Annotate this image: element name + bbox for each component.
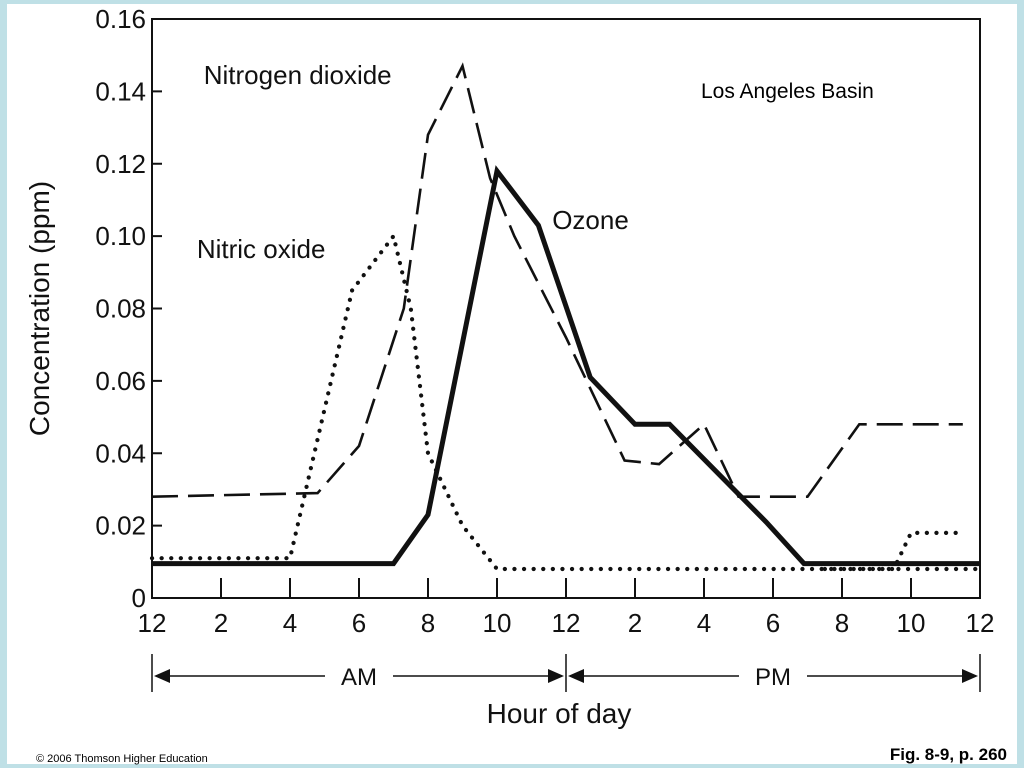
x-tick-label: 6 <box>766 608 780 638</box>
nitrogen-dioxide-line <box>151 62 963 498</box>
pm-arrowhead-left <box>568 669 584 683</box>
y-tick-label: 0.06 <box>95 366 146 396</box>
x-tick-label: 12 <box>138 608 167 638</box>
x-tick-label: 2 <box>628 608 642 638</box>
x-tick-label: 8 <box>835 608 849 638</box>
slide-canvas: 0 0.02 0.04 0.06 0.08 0.10 0.12 0.14 0.16 12 2 4 6 8 1… <box>7 4 1017 765</box>
x-tick-label: 10 <box>483 608 512 638</box>
y-tick-label: 0.16 <box>95 4 146 34</box>
y-tick-label: 0.04 <box>95 438 146 468</box>
x-tick-label: 4 <box>697 608 711 638</box>
copyright-notice: © 2006 Thomson Higher Education <box>36 753 208 765</box>
x-axis-title: Hour of day <box>487 698 632 729</box>
y-tick-label: 0 <box>132 583 146 613</box>
x-tick-label: 8 <box>421 608 435 638</box>
y-tick-label: 0.10 <box>95 221 146 251</box>
y-tick-label: 0.12 <box>95 149 146 179</box>
chart-title: Los Angeles Basin <box>701 80 874 103</box>
nitric-oxide-line-tail <box>822 530 965 572</box>
x-tick-label: 12 <box>552 608 581 638</box>
x-tick-label: 12 <box>966 608 995 638</box>
y-tick-label: 0.14 <box>95 76 146 106</box>
x-tick-label: 6 <box>352 608 366 638</box>
y-tick-label: 0.08 <box>95 294 146 324</box>
x-tick-label: 4 <box>283 608 297 638</box>
pm-arrowhead-right <box>962 669 978 683</box>
concentration-line-chart: 0 0.02 0.04 0.06 0.08 0.10 0.12 0.14 0.16 12 2 4 6 8 1… <box>24 4 995 729</box>
y-tick-label: 0.02 <box>95 511 146 541</box>
ozone-label: Ozone <box>552 205 629 235</box>
am-arrowhead-left <box>154 669 170 683</box>
pm-period-label: PM <box>755 664 791 691</box>
y-axis-title: Concentration (ppm) <box>24 181 55 436</box>
ozone-line <box>152 165 980 567</box>
am-arrowhead-right <box>548 669 564 683</box>
figure-reference: Fig. 8-9, p. 260 <box>889 745 1007 764</box>
nitric-oxide-line <box>149 231 983 572</box>
x-tick-label: 10 <box>897 608 926 638</box>
x-tick-label: 2 <box>214 608 228 638</box>
am-period-label: AM <box>341 664 377 691</box>
nitrogen-dioxide-label: Nitrogen dioxide <box>204 60 392 90</box>
nitric-oxide-label: Nitric oxide <box>197 234 326 264</box>
